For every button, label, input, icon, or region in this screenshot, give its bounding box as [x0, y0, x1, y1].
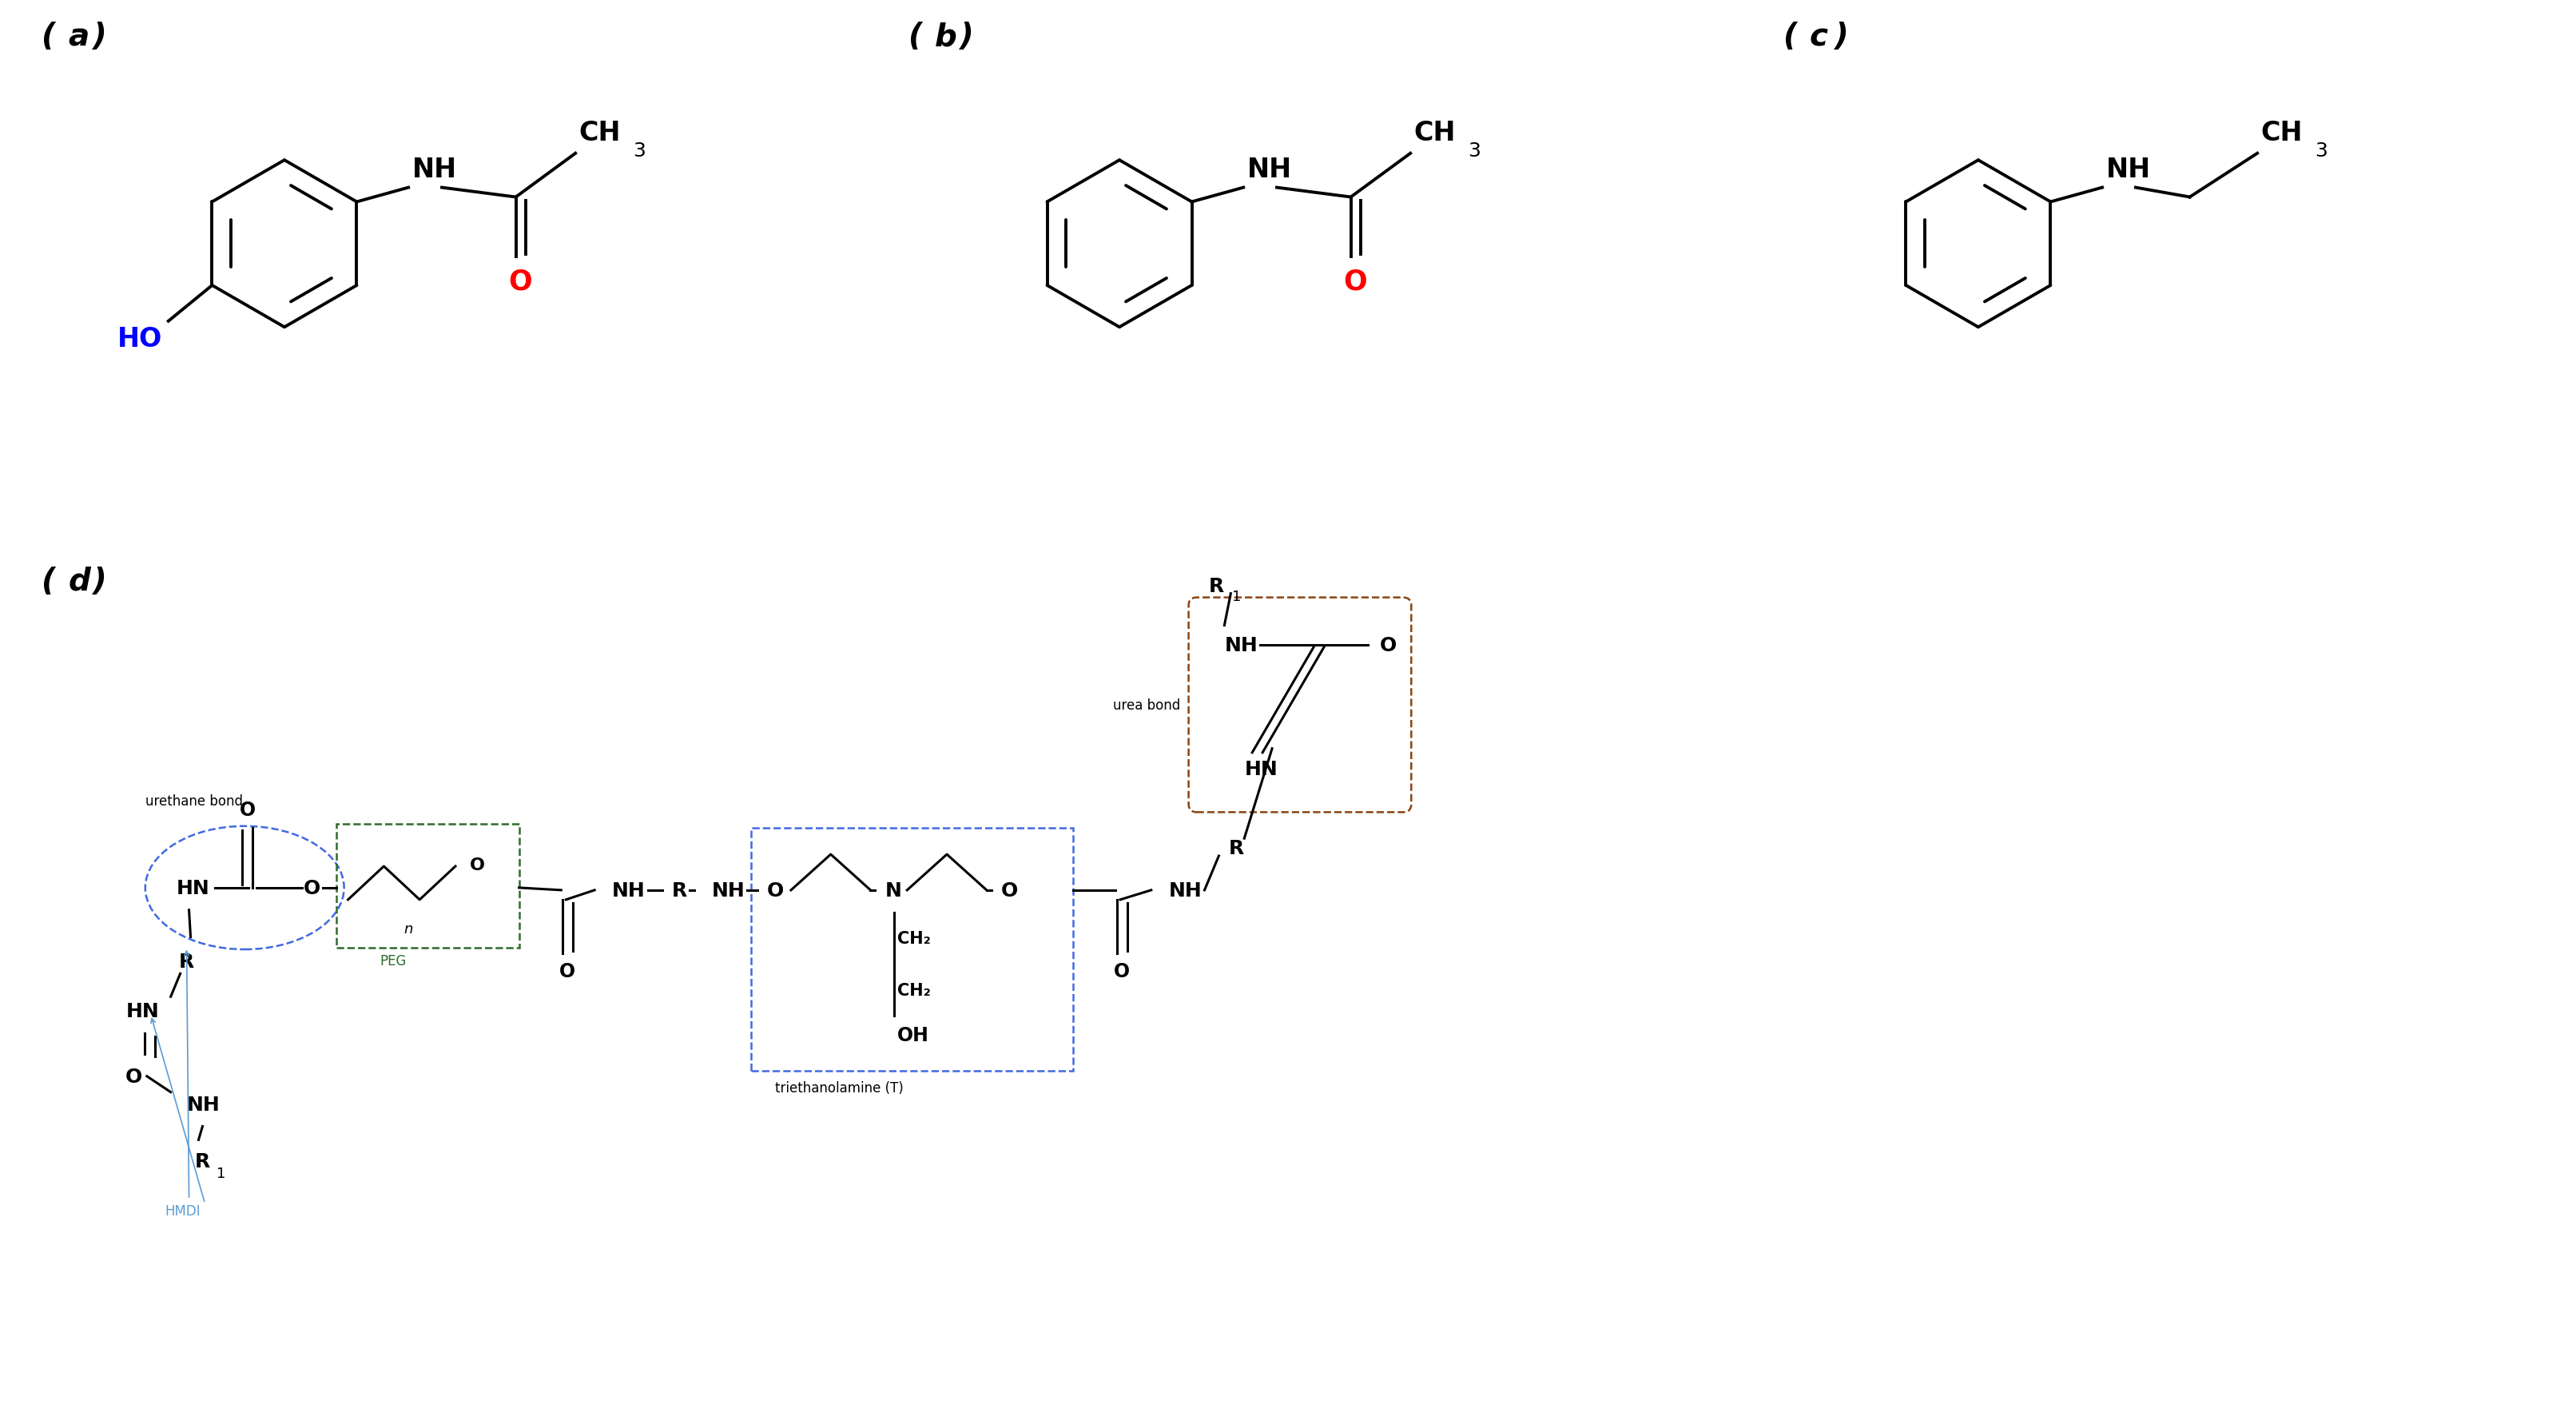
Text: O: O: [1113, 962, 1131, 981]
Text: N: N: [884, 880, 902, 900]
Text: R: R: [1229, 838, 1244, 858]
Text: (: (: [909, 21, 922, 52]
Text: c: c: [1811, 21, 1829, 52]
Text: O: O: [1381, 636, 1396, 656]
Text: urethane bond: urethane bond: [144, 795, 242, 809]
Text: O: O: [124, 1067, 142, 1087]
Text: NH: NH: [711, 880, 744, 900]
Text: ): ): [958, 21, 974, 52]
Text: R: R: [672, 880, 688, 900]
Text: R: R: [178, 952, 193, 970]
Text: d: d: [67, 566, 90, 597]
Text: (: (: [1783, 21, 1798, 52]
Text: O: O: [1002, 880, 1018, 900]
Text: HN: HN: [126, 1001, 160, 1021]
Text: NH: NH: [412, 156, 459, 183]
Text: HN: HN: [1244, 760, 1278, 778]
Text: urea bond: urea bond: [1113, 698, 1180, 712]
Text: n: n: [404, 921, 412, 935]
Text: NH: NH: [1247, 156, 1293, 183]
Text: CH: CH: [1414, 119, 1455, 146]
Text: 1: 1: [1231, 590, 1242, 604]
Text: O: O: [1345, 268, 1368, 295]
Text: (: (: [41, 21, 57, 52]
Text: NH: NH: [185, 1095, 219, 1113]
Text: O: O: [304, 879, 322, 897]
Text: ): ): [1834, 21, 1847, 52]
Text: NH: NH: [2107, 156, 2151, 183]
Text: CH: CH: [580, 119, 621, 146]
Text: a: a: [67, 21, 90, 52]
Text: 3: 3: [1468, 142, 1481, 160]
Text: O: O: [559, 962, 574, 981]
Text: NH: NH: [1170, 880, 1203, 900]
Text: NH: NH: [1224, 636, 1257, 656]
Text: HMDI: HMDI: [165, 1203, 201, 1217]
Text: O: O: [240, 800, 255, 820]
Text: R: R: [1208, 577, 1224, 595]
Text: CH: CH: [2262, 119, 2303, 146]
Text: HN: HN: [175, 879, 209, 897]
Text: CH₂: CH₂: [896, 983, 930, 998]
Text: CH₂: CH₂: [896, 931, 930, 946]
Text: 3: 3: [2316, 142, 2326, 160]
Text: triethanolamine (T): triethanolamine (T): [775, 1080, 904, 1095]
Text: OH: OH: [896, 1025, 930, 1045]
Text: HO: HO: [116, 326, 162, 352]
Text: 3: 3: [634, 142, 647, 160]
Text: O: O: [469, 856, 484, 873]
Text: NH: NH: [613, 880, 647, 900]
Text: ): ): [93, 21, 106, 52]
Text: ): ): [93, 566, 106, 597]
Text: b: b: [935, 21, 958, 52]
Text: R: R: [196, 1151, 211, 1171]
Text: O: O: [507, 268, 533, 295]
Text: 1: 1: [216, 1167, 227, 1181]
Text: O: O: [768, 880, 783, 900]
Text: (: (: [41, 566, 57, 597]
Text: PEG: PEG: [379, 953, 407, 969]
